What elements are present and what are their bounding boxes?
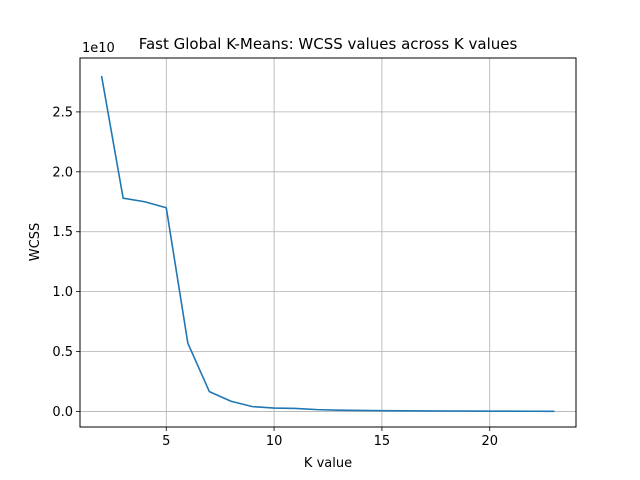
x-axis-label: K value: [304, 456, 352, 471]
y-tick-label: 1.0: [52, 285, 73, 300]
y-tick-label: 2.0: [52, 165, 73, 180]
y-offset-label: 1e10: [82, 41, 115, 56]
x-tick-label: 5: [162, 434, 170, 449]
ticks-layer: 5 10 15 20 0.0 0.5 1.0 1.5 2.0 2.5: [52, 105, 498, 449]
chart-title: Fast Global K-Means: WCSS values across …: [139, 35, 518, 53]
y-axis-label: WCSS: [28, 223, 43, 261]
y-tick-label: 2.5: [52, 105, 73, 120]
x-tick-label: 20: [481, 434, 498, 449]
x-tick-label: 10: [266, 434, 283, 449]
plot-frame: [79, 57, 577, 428]
y-tick-label: 0.5: [52, 345, 73, 360]
wcss-series-line: [100, 75, 555, 413]
grid-layer: [80, 58, 576, 427]
y-tick-label: 0.0: [52, 405, 73, 420]
x-tick-label: 15: [374, 434, 391, 449]
y-tick-label: 1.5: [52, 225, 73, 240]
series-layer: [100, 75, 555, 413]
